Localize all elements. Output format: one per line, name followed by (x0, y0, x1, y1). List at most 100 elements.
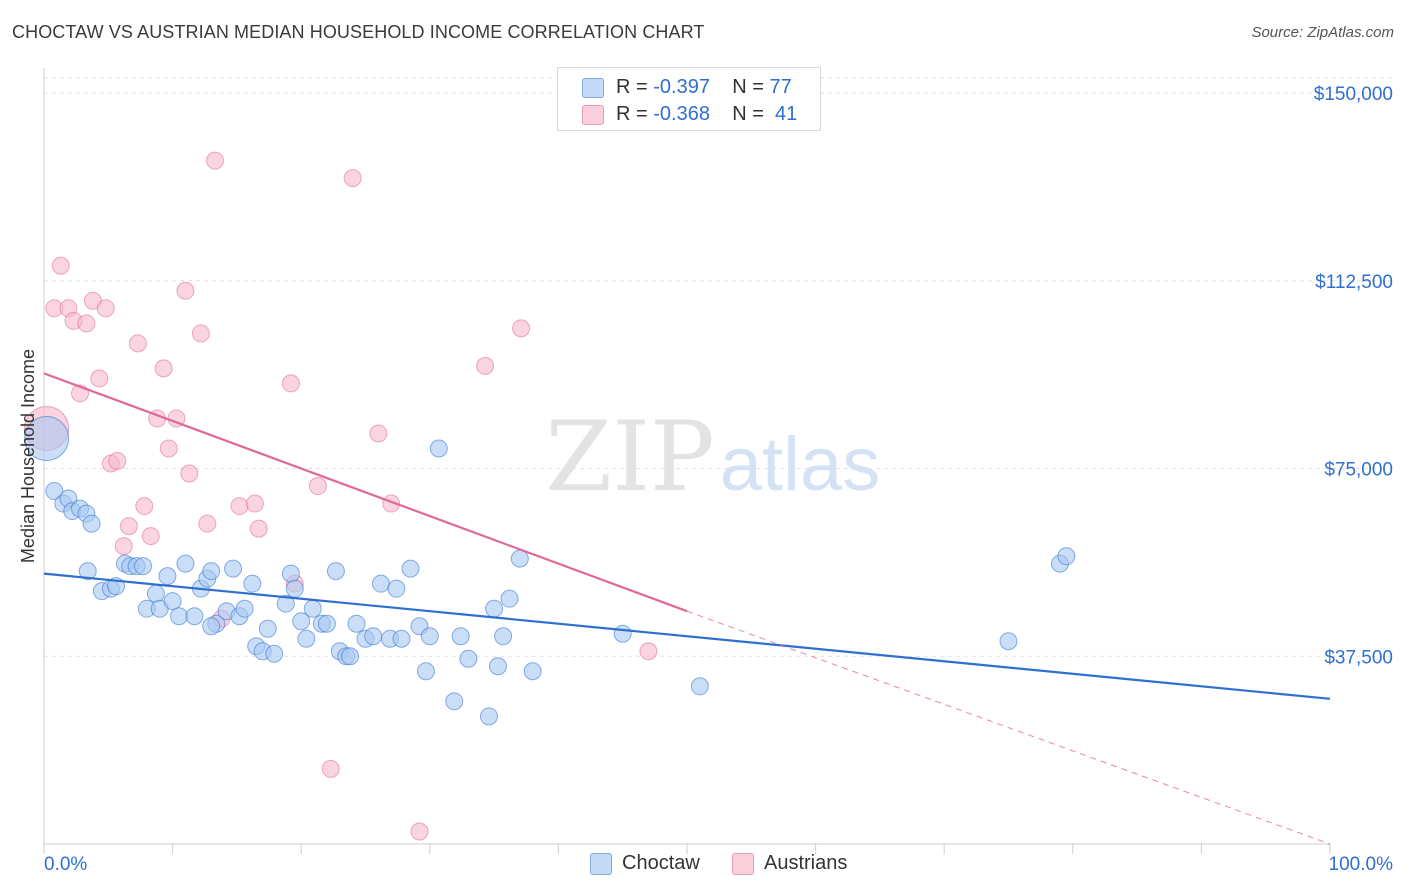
data-point (485, 599, 504, 618)
data-point (308, 477, 327, 496)
data-point (170, 607, 189, 626)
legend-r-label: R = (616, 103, 654, 125)
data-point (341, 647, 360, 666)
data-point (158, 567, 177, 586)
data-point (249, 519, 268, 538)
data-point (494, 627, 513, 646)
x-tick-label: 100.0% (1329, 854, 1394, 875)
data-point (445, 692, 464, 711)
data-point (82, 514, 101, 533)
data-point (392, 629, 411, 648)
data-point (459, 649, 478, 668)
trend-lines (43, 372, 1331, 845)
watermark-zip: ZIP (545, 401, 714, 513)
data-point (639, 642, 658, 661)
data-point (512, 319, 531, 338)
data-point (371, 574, 390, 593)
data-point (690, 677, 709, 696)
data-point (230, 497, 249, 516)
trend-line-austrians (43, 372, 688, 613)
data-point (146, 584, 165, 603)
legend-swatch-choctaw (582, 78, 604, 98)
trend-line-extension (686, 610, 1331, 845)
bottom-legend-label-choctaw: Choctaw (622, 852, 700, 874)
legend: R = -0.397 N = 77 R = -0.368 N = 41 (557, 67, 821, 131)
data-point (488, 657, 507, 676)
trend-line-choctaw (43, 572, 1331, 700)
bottom-legend-swatch-austrians (732, 853, 754, 875)
data-point (265, 644, 284, 663)
data-point (387, 579, 406, 598)
data-point (292, 612, 311, 631)
data-point (343, 169, 362, 188)
data-point (245, 494, 264, 513)
data-point (159, 439, 178, 458)
data-point (176, 554, 195, 573)
data-point (180, 464, 199, 483)
data-point (176, 281, 195, 300)
data-point (51, 256, 70, 275)
data-point (202, 562, 221, 581)
data-point (364, 627, 383, 646)
data-point (276, 594, 295, 613)
chart-title: CHOCTAW VS AUSTRIAN MEDIAN HOUSEHOLD INC… (12, 22, 705, 42)
legend-n-value: 41 (775, 103, 798, 125)
data-point (420, 627, 439, 646)
data-point (281, 564, 300, 583)
data-point (224, 559, 243, 578)
data-point (258, 619, 277, 638)
data-point (77, 314, 96, 333)
data-point (24, 415, 70, 461)
data-point (108, 452, 127, 471)
data-point (500, 589, 519, 608)
legend-r-value: -0.368 (653, 103, 710, 125)
legend-n-label: N = (732, 103, 770, 125)
data-point (235, 599, 254, 618)
data-point (206, 151, 225, 170)
data-point (45, 482, 64, 501)
legend-r-label: R = (616, 76, 654, 98)
data-point (401, 559, 420, 578)
data-point (202, 617, 221, 636)
data-point (410, 822, 429, 841)
x-tick-label: 0.0% (44, 854, 87, 875)
data-point (347, 614, 366, 633)
y-tick-labels: $37,500 $75,000 $112,500 $150,000 (1314, 84, 1393, 668)
data-point (297, 629, 316, 648)
data-point (429, 439, 448, 458)
data-point (243, 574, 262, 593)
data-point (119, 517, 138, 536)
legend-swatch-austrians (582, 105, 604, 125)
data-point (1057, 547, 1076, 566)
y-tick-label: $37,500 (1324, 647, 1393, 668)
x-tick-labels: 0.0% 100.0% (44, 854, 1393, 875)
data-point (78, 562, 97, 581)
bottom-legend-swatch-choctaw (590, 853, 612, 875)
y-tick-label: $150,000 (1314, 84, 1393, 105)
y-axis-label: Median Household Income (18, 349, 38, 563)
grid-lines (44, 77, 1394, 657)
legend-n-label: N = (732, 76, 770, 98)
data-point (476, 356, 495, 375)
data-point (326, 562, 345, 581)
data-point (96, 299, 115, 318)
legend-n-value: 77 (769, 76, 792, 98)
data-point (90, 369, 109, 388)
y-tick-label: $112,500 (1315, 272, 1393, 293)
data-point (523, 662, 542, 681)
data-point (163, 592, 182, 611)
bottom-legend-label-austrians: Austrians (764, 852, 848, 874)
data-point (134, 557, 153, 576)
series-choctaw (24, 415, 1076, 726)
series-austrians (24, 151, 658, 841)
data-point (191, 324, 210, 343)
watermark: ZIP atlas (545, 401, 880, 513)
data-point (128, 334, 147, 353)
data-point (613, 624, 632, 643)
data-point (281, 374, 300, 393)
data-point (317, 614, 336, 633)
data-point (999, 632, 1018, 651)
source-label: Source: ZipAtlas.com (1251, 24, 1394, 41)
data-point (451, 627, 470, 646)
